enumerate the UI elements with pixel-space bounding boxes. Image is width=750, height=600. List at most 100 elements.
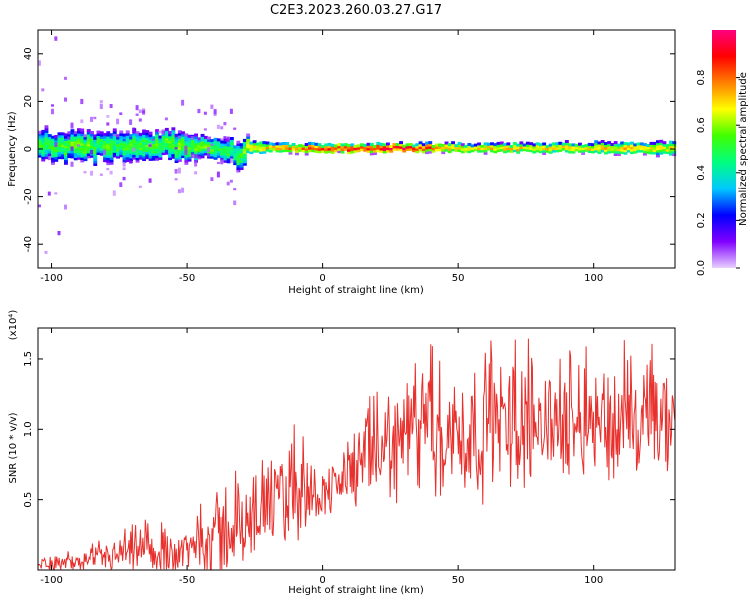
heatmap-cell: [525, 146, 530, 150]
heatmap-cell: [106, 115, 110, 118]
heatmap-cell: [223, 136, 227, 139]
heatmap-cell: [164, 137, 169, 141]
heatmap-cell: [177, 139, 182, 143]
heatmap-cell: [86, 150, 91, 154]
heatmap-cell: [161, 144, 166, 148]
heatmap-cell: [216, 150, 221, 154]
heatmap-cell: [649, 141, 654, 145]
heatmap-cell: [438, 145, 442, 149]
heatmap-cell: [187, 153, 192, 157]
heatmap-cell: [535, 149, 540, 153]
heatmap-cell: [207, 139, 211, 142]
heatmap-cell: [610, 150, 615, 154]
heatmap-cell: [174, 155, 179, 159]
heatmap-cell: [44, 134, 49, 138]
heatmap-cell: [106, 157, 111, 161]
heatmap-cell: [308, 144, 312, 148]
heatmap-cell: [83, 171, 87, 174]
heatmap-cell: [51, 159, 55, 163]
heatmap-cell: [80, 128, 85, 132]
heatmap-cell: [148, 141, 153, 145]
heatmap-cell: [604, 142, 608, 145]
heatmap-cell: [177, 189, 181, 194]
heatmap-cell: [80, 142, 85, 146]
heatmap-cell: [207, 150, 211, 154]
heatmap-cell: [47, 191, 51, 196]
heatmap-cell: [138, 144, 143, 148]
heatmap-cell: [379, 147, 384, 151]
heatmap-cell: [194, 157, 198, 161]
heatmap-cell: [60, 144, 65, 148]
heatmap-cell: [103, 135, 107, 139]
heatmap-cell: [516, 148, 521, 152]
snr-panel: -100 -50 0 50 100 0.5 1.0 1.5 Height of straigh…: [8, 310, 676, 596]
heatmap-cell: [532, 150, 537, 154]
heatmap-cell: [594, 142, 599, 146]
heatmap-cell: [434, 145, 439, 149]
heatmap-cell: [122, 136, 127, 139]
heatmap-cell: [203, 143, 208, 146]
heatmap-cell: [83, 155, 88, 159]
heatmap-cell: [96, 152, 101, 155]
heatmap-cell: [57, 153, 62, 157]
heatmap-cell: [106, 143, 111, 147]
heatmap-cell: [64, 97, 67, 102]
heatmap-cell: [116, 136, 120, 140]
heatmap-cell: [626, 147, 631, 151]
figure-title: C2E3.2023.260.03.27.G17: [270, 3, 442, 18]
heatmap-cell: [480, 144, 485, 148]
heatmap-cell: [93, 158, 98, 162]
heatmap-cell: [171, 139, 176, 143]
heatmap-cell: [151, 157, 156, 161]
heatmap-cell: [268, 147, 273, 151]
heatmap-cell: [142, 139, 146, 142]
heatmap-cell: [99, 145, 104, 149]
heatmap-cell: [665, 146, 670, 150]
heatmap-cell: [408, 147, 413, 151]
heatmap-cell: [96, 140, 101, 144]
heatmap-cell: [112, 142, 117, 146]
heatmap-cell: [54, 158, 59, 162]
heatmap-cell: [451, 141, 455, 145]
heatmap-cell: [103, 133, 107, 136]
heatmap-cell: [613, 150, 618, 154]
heatmap-cell: [164, 130, 169, 134]
heatmap-cell: [151, 150, 156, 154]
heatmap-cell: [291, 147, 296, 151]
heatmap-cell: [132, 154, 137, 158]
heatmap-cell: [636, 144, 641, 148]
heatmap-cell: [203, 140, 208, 144]
heatmap-cell: [613, 148, 618, 152]
heatmap-cell: [571, 150, 576, 154]
heatmap-cell: [125, 159, 130, 162]
heatmap-cell: [109, 159, 114, 163]
heatmap-cell: [181, 152, 185, 156]
heatmap-cell: [467, 143, 472, 146]
heatmap-cell: [532, 148, 537, 152]
heatmap-cell: [304, 147, 309, 151]
heatmap-cell: [665, 151, 670, 155]
heatmap-cell: [184, 157, 189, 161]
heatmap-cell: [519, 141, 524, 145]
heatmap-cell: [252, 149, 257, 153]
heatmap-cell: [44, 141, 49, 145]
heatmap-cell: [90, 150, 93, 155]
heatmap-cell: [408, 145, 413, 149]
heatmap-cell: [60, 153, 65, 157]
heatmap-cell: [311, 146, 316, 150]
heatmap-cell: [607, 150, 612, 154]
heatmap-cell: [44, 144, 49, 148]
heatmap-cell: [90, 142, 94, 146]
heatmap-cell: [386, 142, 390, 146]
heatmap-cell: [164, 127, 169, 131]
heatmap-cell: [171, 151, 176, 155]
heatmap-cell: [177, 151, 182, 155]
heatmap-cell: [343, 145, 348, 149]
heatmap-cell: [155, 155, 159, 159]
heatmap-cell: [77, 149, 81, 153]
heatmap-cell: [233, 188, 237, 191]
heatmap-cell: [672, 148, 677, 152]
heatmap-cell: [356, 146, 361, 150]
heatmap-cell: [223, 140, 228, 144]
heatmap-cell: [662, 148, 667, 152]
